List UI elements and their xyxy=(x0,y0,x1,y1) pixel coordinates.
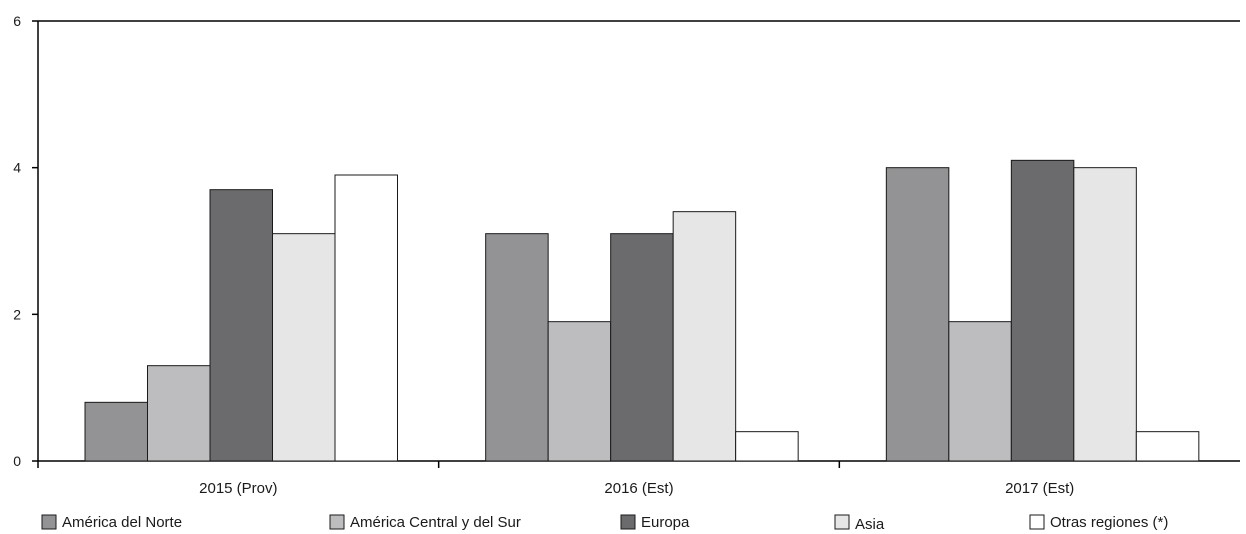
bar xyxy=(735,431,799,462)
bar xyxy=(547,321,612,462)
bar xyxy=(672,211,737,462)
bar xyxy=(272,233,336,462)
bar xyxy=(885,167,950,462)
legend-swatch xyxy=(620,514,636,530)
y-tick-label: 4 xyxy=(13,160,21,176)
bar xyxy=(1135,431,1200,462)
bar xyxy=(147,365,211,462)
legend-swatch xyxy=(834,514,850,530)
bar xyxy=(334,174,398,462)
y-tick-label: 0 xyxy=(13,453,21,469)
bar xyxy=(610,233,674,462)
legend-label: América Central y del Sur xyxy=(350,514,521,531)
x-category-label: 2016 (Est) xyxy=(604,480,673,497)
legend-swatch xyxy=(41,514,57,530)
legend-label: Asia xyxy=(855,516,885,533)
bar xyxy=(948,321,1012,462)
legend-swatch xyxy=(329,514,345,530)
legend-label: Europa xyxy=(641,514,690,531)
bar xyxy=(84,401,148,462)
chart-labels: 0 2 4 6 2015 (Prov) 2016 (Est) 2017 (Est) xyxy=(13,13,1074,497)
x-category-label: 2015 (Prov) xyxy=(199,480,277,497)
bar xyxy=(1010,159,1075,462)
bar xyxy=(485,233,549,462)
legend-label: América del Norte xyxy=(62,514,182,531)
x-category-label: 2017 (Est) xyxy=(1005,480,1074,497)
y-tick-label: 6 xyxy=(13,13,21,29)
legend-label: Otras regiones (*) xyxy=(1050,514,1168,531)
legend-swatch xyxy=(1029,514,1045,530)
bar xyxy=(209,189,273,462)
chart-legend: América del Norte América Central y del S… xyxy=(41,514,1168,533)
y-tick-label: 2 xyxy=(13,306,21,322)
bar xyxy=(1073,167,1137,462)
chart-bars xyxy=(84,159,1200,462)
